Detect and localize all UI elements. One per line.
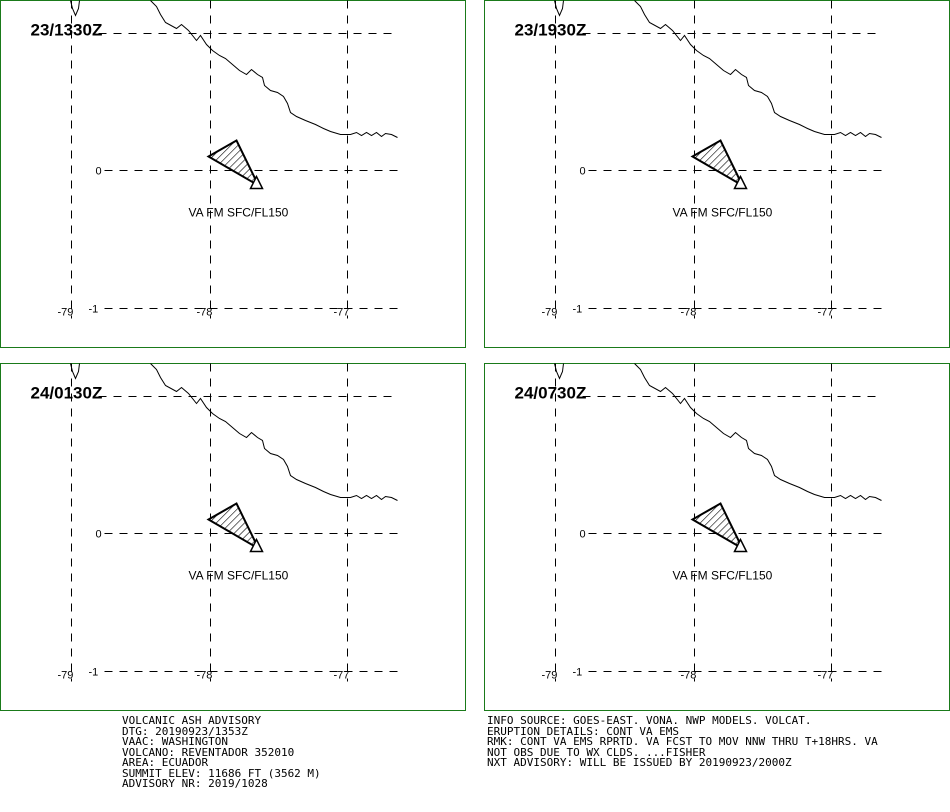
advisory-line: NXT ADVISORY: WILL BE ISSUED BY 20190923… bbox=[487, 756, 792, 769]
longitude-tick-label: -79 bbox=[58, 670, 74, 682]
latitude-tick-label: 0 bbox=[96, 166, 102, 178]
panel-frame bbox=[484, 363, 950, 711]
forecast-panel: 23/1930Z VA FM SFC/FL150 0 -1 -79 -78 -77 bbox=[484, 0, 950, 348]
volcano-triangle-icon bbox=[249, 174, 264, 190]
latitude-tick-label: -1 bbox=[89, 667, 99, 679]
longitude-tick-label: -77 bbox=[334, 307, 350, 319]
forecast-panel: 23/1330Z VA FM SFC/FL150 0 -1 -79 -78 -77 bbox=[0, 0, 466, 348]
longitude-tick-label: -77 bbox=[334, 670, 350, 682]
advisory-line: ADVISORY NR: 2019/1028 bbox=[122, 777, 268, 790]
advisory-line: VOLCANIC ASH ADVISORY bbox=[122, 714, 262, 727]
advisory-line: NOT OBS DUE TO WX CLDS. ...FISHER bbox=[487, 745, 706, 759]
ash-cloud-polygon bbox=[206, 139, 261, 189]
advisory-header-block: VOLCANIC ASH ADVISORY DTG: 20190923/1353Z… bbox=[122, 714, 321, 790]
ash-cloud-polygon bbox=[690, 139, 745, 189]
panel-valid-time: 23/1930Z bbox=[515, 21, 587, 40]
latitude-tick-label: 0 bbox=[96, 529, 102, 541]
longitude-tick-label: -78 bbox=[681, 670, 697, 682]
advisory-line: DTG: 20190923/1353Z bbox=[122, 724, 248, 738]
plume-altitude-label: VA FM SFC/FL150 bbox=[189, 206, 289, 220]
longitude-tick-label: -79 bbox=[58, 307, 74, 319]
plume-altitude-label: VA FM SFC/FL150 bbox=[673, 569, 773, 583]
panel-frame bbox=[484, 0, 950, 348]
longitude-tick-label: -78 bbox=[681, 307, 697, 319]
panel-valid-time: 24/0130Z bbox=[31, 384, 103, 403]
plume-altitude-label: VA FM SFC/FL150 bbox=[673, 206, 773, 220]
volcano-triangle-icon bbox=[249, 537, 264, 553]
volcano-triangle-icon bbox=[733, 174, 748, 190]
advisory-line: SUMMIT ELEV: 11686 FT (3562 M) bbox=[122, 766, 321, 780]
coastline bbox=[70, 363, 398, 501]
advisory-line: RMK: CONT VA EMS RPRTD. VA FCST TO MOV N… bbox=[487, 735, 878, 748]
panel-frame bbox=[0, 363, 466, 711]
advisory-line: VOLCANO: REVENTADOR 352010 bbox=[122, 745, 295, 759]
plume-altitude-label: VA FM SFC/FL150 bbox=[189, 569, 289, 583]
forecast-panel: 24/0130Z VA FM SFC/FL150 0 -1 -79 -78 -77 bbox=[0, 363, 466, 711]
longitude-tick-label: -78 bbox=[197, 307, 213, 319]
advisory-line: INFO SOURCE: GOES-EAST. VONA. NWP MODELS… bbox=[487, 714, 812, 727]
longitude-tick-label: -78 bbox=[197, 670, 213, 682]
coastline bbox=[554, 0, 882, 138]
ash-cloud-polygon bbox=[206, 502, 261, 552]
latitude-tick-label: -1 bbox=[89, 304, 99, 316]
latitude-tick-label: 0 bbox=[580, 529, 586, 541]
panel-valid-time: 24/0730Z bbox=[515, 384, 587, 403]
coastline bbox=[554, 363, 882, 501]
longitude-tick-label: -77 bbox=[818, 670, 834, 682]
coastline bbox=[70, 0, 398, 138]
volcano-triangle-icon bbox=[733, 537, 748, 553]
advisory-line: ERUPTION DETAILS: CONT VA EMS bbox=[487, 724, 680, 738]
latitude-tick-label: 0 bbox=[580, 166, 586, 178]
advisory-remarks-block: INFO SOURCE: GOES-EAST. VONA. NWP MODELS… bbox=[487, 714, 878, 769]
latitude-tick-label: -1 bbox=[573, 304, 583, 316]
ash-cloud-polygon bbox=[690, 502, 745, 552]
panel-valid-time: 23/1330Z bbox=[31, 21, 103, 40]
panel-frame bbox=[0, 0, 466, 348]
longitude-tick-label: -77 bbox=[818, 307, 834, 319]
advisory-line: AREA: ECUADOR bbox=[122, 756, 209, 769]
forecast-panel: 24/0730Z VA FM SFC/FL150 0 -1 -79 -78 -77 bbox=[484, 363, 950, 711]
longitude-tick-label: -79 bbox=[542, 307, 558, 319]
longitude-tick-label: -79 bbox=[542, 670, 558, 682]
latitude-tick-label: -1 bbox=[573, 667, 583, 679]
advisory-line: VAAC: WASHINGTON bbox=[122, 735, 228, 748]
